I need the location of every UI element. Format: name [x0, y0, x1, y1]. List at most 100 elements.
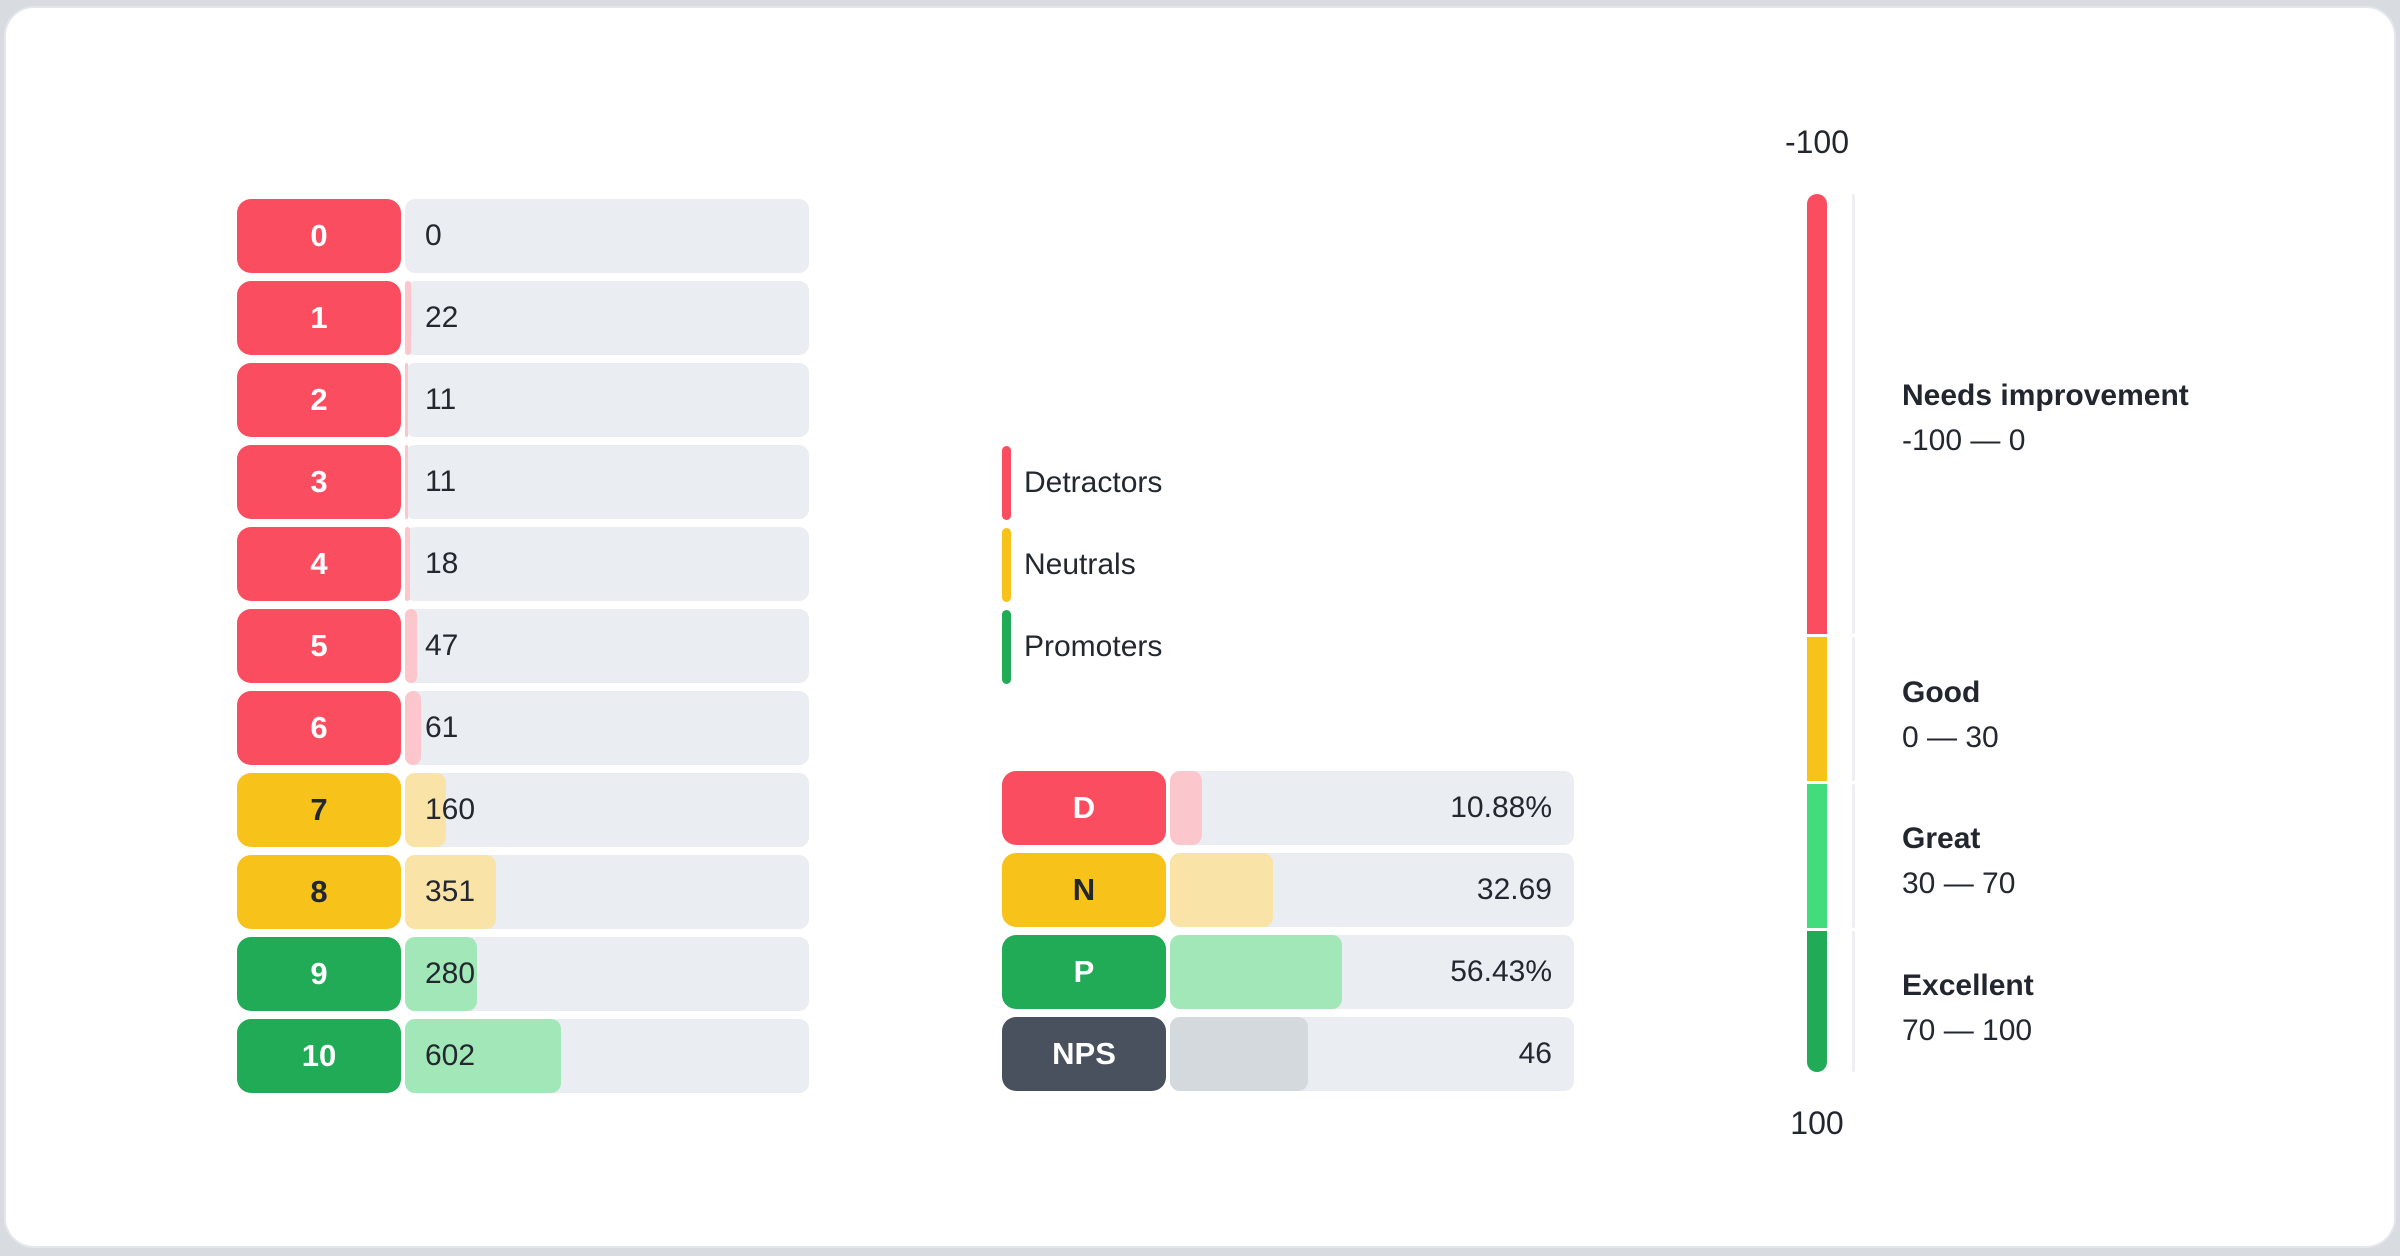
- summary-bar-fill-p: [1170, 935, 1343, 1009]
- legend-label-promoters: Promoters: [1024, 630, 1163, 663]
- summary-value-nps: 46: [1518, 1037, 1552, 1070]
- score-badge-5: 5: [237, 609, 401, 683]
- score-count-3: 11: [425, 465, 457, 498]
- score-bar-track-1: 22: [405, 281, 809, 355]
- promoters-swatch-icon: [1002, 610, 1011, 684]
- legend: Detractors Neutrals Promoters: [1002, 446, 1162, 684]
- summary-badge-nps: NPS: [1002, 1017, 1166, 1091]
- score-bar-track-0: 0: [405, 199, 809, 273]
- summary-bar-fill-n: [1170, 853, 1274, 927]
- score-bar-fill-1: [405, 281, 411, 355]
- gauge-range-great: Great 30 — 70: [1902, 816, 2015, 906]
- summary-badge-p: P: [1002, 935, 1166, 1009]
- nps-report-card: 0 0 1 22 2 11 3 11: [4, 6, 2396, 1248]
- score-bar-track-10: 602: [405, 1019, 809, 1093]
- gauge-segment-excellent: [1807, 931, 1827, 1072]
- summary-badge-n: N: [1002, 853, 1166, 927]
- gauge-range-values: 70 — 100: [1902, 1014, 2033, 1047]
- gauge-range-excellent: Excellent 70 — 100: [1902, 963, 2034, 1053]
- score-badge-0: 0: [237, 199, 401, 273]
- score-row-8: 8 351: [237, 855, 809, 929]
- score-badge-7: 7: [237, 773, 401, 847]
- score-distribution-list: 0 0 1 22 2 11 3 11: [237, 199, 809, 1093]
- summary-row-detractors: D 10.88%: [1002, 771, 1574, 845]
- neutrals-swatch-icon: [1002, 528, 1011, 602]
- summary-row-neutrals: N 32.69: [1002, 853, 1574, 927]
- score-row-1: 1 22: [237, 281, 809, 355]
- gauge-range-title: Needs improvement: [1902, 379, 2189, 412]
- summary-bar-track-nps: 46: [1170, 1017, 1574, 1091]
- score-bar-fill-2: [405, 363, 408, 437]
- score-row-3: 3 11: [237, 445, 809, 519]
- summary-value-p: 56.43%: [1450, 955, 1552, 988]
- gauge-range-values: 0 — 30: [1902, 721, 1999, 754]
- gauge-segment-good: [1807, 637, 1827, 781]
- gauge-range-values: 30 — 70: [1902, 867, 2016, 900]
- score-count-1: 22: [425, 301, 459, 334]
- score-count-9: 280: [425, 957, 476, 990]
- score-bar-track-4: 18: [405, 527, 809, 601]
- gauge-range-needs-improvement: Needs improvement -100 — 0: [1902, 373, 2189, 463]
- gauge-segment-great: [1807, 784, 1827, 928]
- gauge-min-label: 100: [1790, 1105, 1844, 1141]
- gauge-range-good: Good 0 — 30: [1902, 670, 1999, 760]
- summary-bar-track-p: 56.43%: [1170, 935, 1574, 1009]
- score-count-7: 160: [425, 793, 476, 826]
- score-row-5: 5 47: [237, 609, 809, 683]
- score-row-0: 0 0: [237, 199, 809, 273]
- legend-label-detractors: Detractors: [1024, 466, 1163, 499]
- score-badge-10: 10: [237, 1019, 401, 1093]
- legend-item-detractors: Detractors: [1002, 446, 1162, 520]
- gauge-divider-segment: [1852, 637, 1855, 781]
- score-count-4: 18: [425, 547, 459, 580]
- summary-bar-track-d: 10.88%: [1170, 771, 1574, 845]
- score-bar-fill-6: [405, 691, 421, 765]
- gauge-bar: [1807, 194, 1827, 1072]
- gauge-range-title: Excellent: [1902, 969, 2034, 1002]
- score-count-6: 61: [425, 711, 459, 744]
- score-count-2: 11: [425, 383, 457, 416]
- summary-row-promoters: P 56.43%: [1002, 935, 1574, 1009]
- score-badge-4: 4: [237, 527, 401, 601]
- score-count-0: 0: [425, 219, 442, 252]
- score-badge-8: 8: [237, 855, 401, 929]
- score-row-6: 6 61: [237, 691, 809, 765]
- summary-list: D 10.88% N 32.69 P 56.43% NPS 46: [1002, 771, 1574, 1091]
- score-row-10: 10 602: [237, 1019, 809, 1093]
- score-bar-fill-7: [405, 773, 447, 847]
- legend-label-neutrals: Neutrals: [1024, 548, 1136, 581]
- legend-item-promoters: Promoters: [1002, 610, 1162, 684]
- score-bar-fill-9: [405, 937, 478, 1011]
- summary-value-n: 32.69: [1476, 873, 1552, 906]
- summary-bar-fill-d: [1170, 771, 1203, 845]
- score-badge-1: 1: [237, 281, 401, 355]
- gauge-divider-segment: [1852, 194, 1855, 634]
- gauge-range-values: -100 — 0: [1902, 424, 2026, 457]
- score-bar-track-7: 160: [405, 773, 809, 847]
- score-bar-track-5: 47: [405, 609, 809, 683]
- score-bar-fill-3: [405, 445, 408, 519]
- score-bar-track-6: 61: [405, 691, 809, 765]
- score-row-4: 4 18: [237, 527, 809, 601]
- score-bar-track-3: 11: [405, 445, 809, 519]
- detractors-swatch-icon: [1002, 446, 1011, 520]
- gauge-divider-segment: [1852, 931, 1855, 1072]
- score-bar-fill-10: [405, 1019, 561, 1093]
- gauge-divider: [1852, 194, 1855, 1072]
- score-badge-6: 6: [237, 691, 401, 765]
- score-bar-track-2: 11: [405, 363, 809, 437]
- summary-bar-fill-nps: [1170, 1017, 1309, 1091]
- legend-item-neutrals: Neutrals: [1002, 528, 1162, 602]
- gauge-range-title: Great: [1902, 822, 1981, 855]
- summary-row-nps: NPS 46: [1002, 1017, 1574, 1091]
- score-bar-fill-4: [405, 527, 410, 601]
- score-row-7: 7 160: [237, 773, 809, 847]
- gauge-max-label: -100: [1784, 124, 1850, 160]
- score-badge-9: 9: [237, 937, 401, 1011]
- score-count-10: 602: [425, 1039, 476, 1072]
- gauge-segment-needs-improvement: [1807, 194, 1827, 634]
- score-bar-track-8: 351: [405, 855, 809, 929]
- score-badge-3: 3: [237, 445, 401, 519]
- score-badge-2: 2: [237, 363, 401, 437]
- score-bar-fill-8: [405, 855, 496, 929]
